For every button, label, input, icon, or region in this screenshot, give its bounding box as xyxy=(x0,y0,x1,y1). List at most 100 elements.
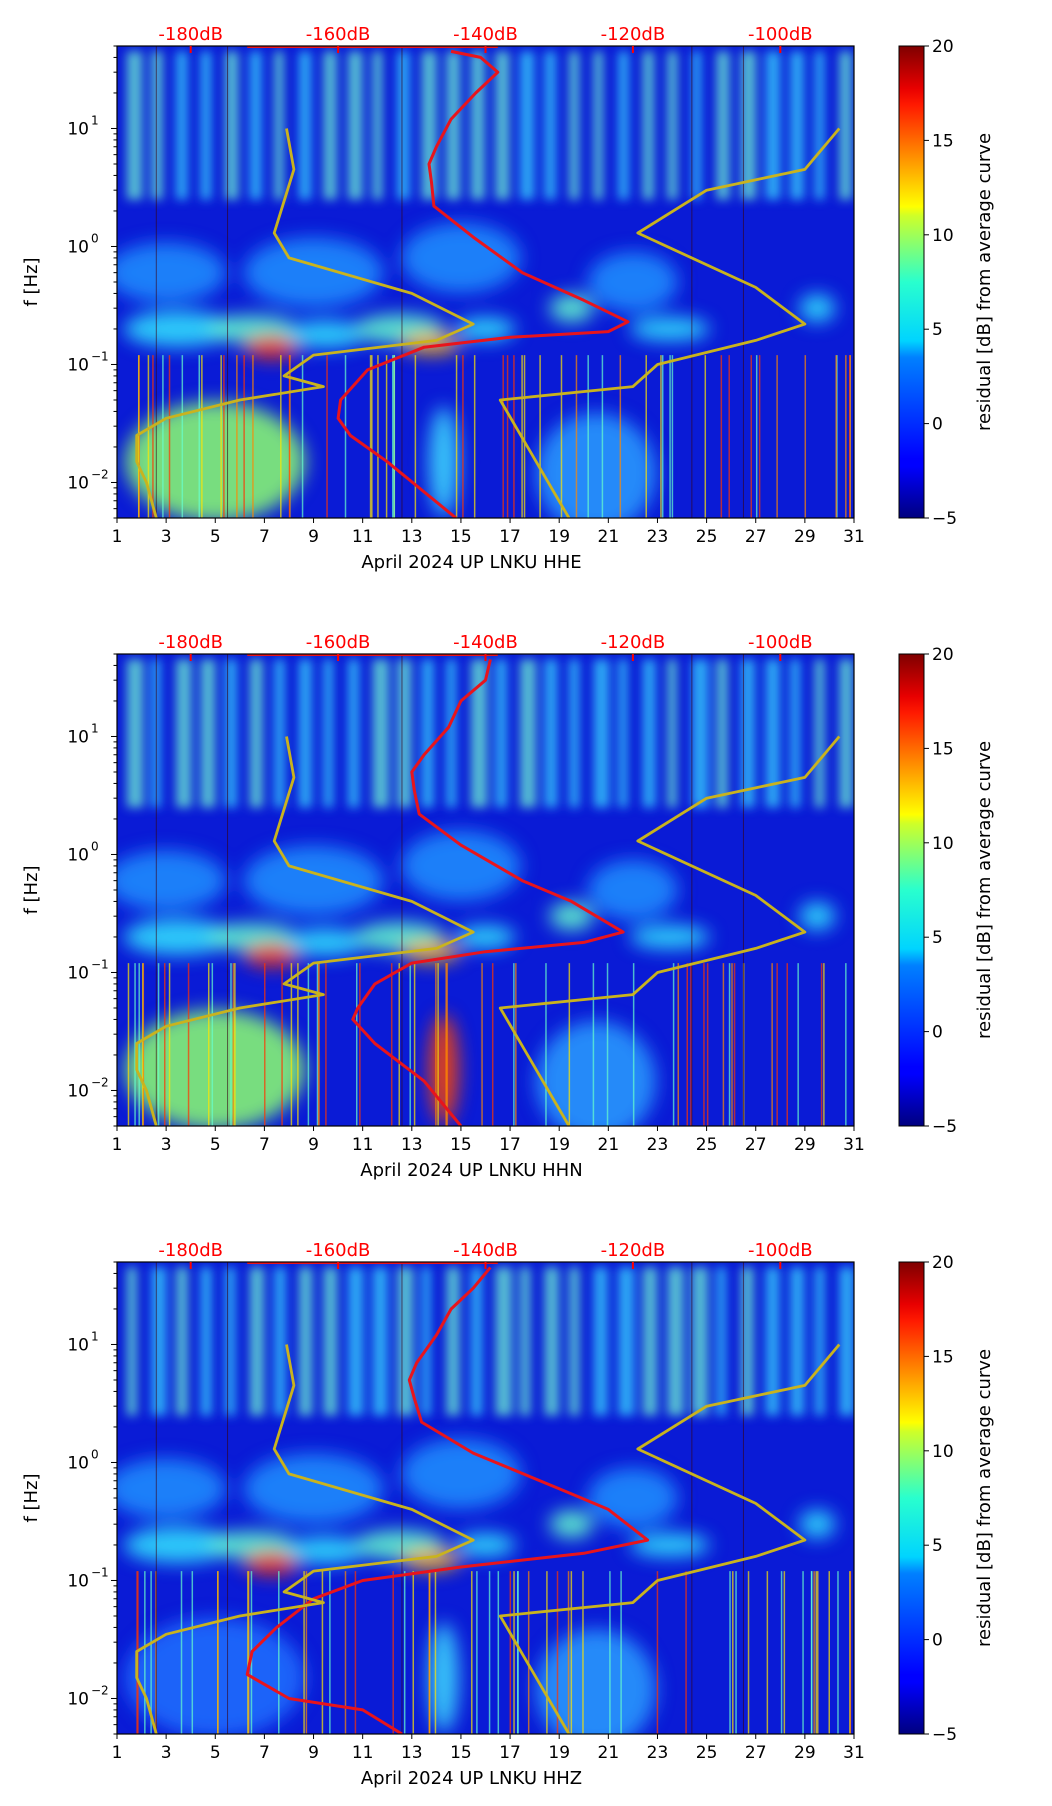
heatmap-streak xyxy=(495,1267,513,1416)
heatmap-blob xyxy=(125,401,306,518)
heatmap-spike xyxy=(813,1571,815,1734)
heatmap-blob xyxy=(587,860,678,920)
heatmap-spike xyxy=(264,963,266,1126)
series-1-line xyxy=(135,128,475,518)
heatmap-streak xyxy=(323,659,334,808)
heatmap-spike xyxy=(545,963,547,1126)
heatmap-streak xyxy=(397,1267,414,1416)
heatmap-blob xyxy=(587,252,678,312)
heatmap-spike xyxy=(671,355,674,518)
heatmap-spike xyxy=(409,963,411,1126)
heatmap-top-band xyxy=(247,46,498,48)
heatmap-blobs xyxy=(117,1438,836,1734)
x-tick-label: 23 xyxy=(647,1743,669,1763)
heatmap-spike xyxy=(471,1571,473,1734)
heatmap-spike xyxy=(539,355,541,518)
heatmap-streak xyxy=(175,1267,188,1416)
heatmap-spike xyxy=(434,1571,437,1734)
heatmap-spike xyxy=(280,355,282,518)
heatmap-spike xyxy=(191,1571,194,1734)
heatmap-spike xyxy=(481,963,483,1126)
heatmap-streak xyxy=(347,51,363,200)
colorbar-tick-label: 5 xyxy=(932,1536,943,1556)
top-axis-label: -140dB xyxy=(453,632,518,653)
heatmap-streak xyxy=(249,659,264,808)
heatmap-spike xyxy=(359,963,361,1126)
heatmap-spike xyxy=(344,355,347,518)
x-tick-label: 29 xyxy=(794,1743,816,1763)
heatmap-top-band xyxy=(247,654,498,656)
colorbar-tick-label: 20 xyxy=(932,37,954,57)
top-axis-label: -100dB xyxy=(748,632,813,653)
x-tick-label: 29 xyxy=(794,527,816,547)
x-tick-label: 27 xyxy=(745,1743,767,1763)
heatmap-streak xyxy=(298,659,312,808)
heatmap-spike xyxy=(247,1571,249,1734)
heatmap-spike xyxy=(823,963,825,1126)
heatmap-streak xyxy=(740,1267,754,1416)
x-tick-label: 19 xyxy=(548,1135,570,1155)
y-tick-exponent: 0 xyxy=(91,839,99,853)
heatmap-streak xyxy=(716,51,730,200)
heatmap-spike xyxy=(656,1571,659,1734)
heatmap-streak xyxy=(765,1267,780,1416)
heatmap-spike xyxy=(570,1571,573,1734)
colorbar-tick-label: 10 xyxy=(932,834,954,854)
y-tick-exponent: −1 xyxy=(91,1565,109,1579)
top-axis-label: -120dB xyxy=(601,24,666,45)
x-tick-label: 15 xyxy=(450,1743,472,1763)
top-axis-label: -160dB xyxy=(306,24,371,45)
heatmap-spike xyxy=(223,355,225,518)
heatmap-spike xyxy=(780,1571,783,1734)
colorbar-tick-label: 5 xyxy=(932,928,943,948)
heatmap-spike xyxy=(828,1571,831,1734)
x-tick-label: 27 xyxy=(745,1135,767,1155)
heatmap-spike xyxy=(316,963,319,1126)
y-tick-exponent: 1 xyxy=(91,113,99,127)
x-tick-label: 17 xyxy=(499,1743,521,1763)
top-axis-label: -140dB xyxy=(453,1240,518,1261)
heatmap-spike xyxy=(326,355,328,518)
x-tick-label: 21 xyxy=(598,1743,620,1763)
heatmap-spike xyxy=(810,1571,813,1734)
heatmap-image xyxy=(117,1262,854,1734)
heatmap-spike xyxy=(606,963,609,1126)
heatmap-spike xyxy=(147,355,150,518)
heatmap-image xyxy=(117,654,854,1126)
heatmap-streak xyxy=(691,659,709,808)
heatmap-streak xyxy=(814,659,825,808)
heatmap-blob xyxy=(243,1551,300,1576)
top-axis-label: -180dB xyxy=(158,1240,223,1261)
heatmap-spike xyxy=(797,963,799,1126)
heatmap-spike xyxy=(733,963,736,1126)
heatmap-spike xyxy=(187,963,190,1126)
y-tick-exponent: 0 xyxy=(91,1447,99,1461)
heatmap-spike xyxy=(669,355,671,518)
y-tick-label: 10 xyxy=(67,1453,89,1473)
top-axis-label: -180dB xyxy=(158,632,223,653)
heatmap-blobs xyxy=(117,830,836,1126)
y-tick-label: 10 xyxy=(67,845,89,865)
colorbar-tick-label: 15 xyxy=(932,739,954,759)
heatmap-streak xyxy=(421,51,437,200)
heatmap-spike xyxy=(703,963,705,1126)
colorbar-tick-label: −5 xyxy=(932,1117,957,1137)
x-tick-label: 31 xyxy=(843,527,865,547)
heatmap-spike xyxy=(685,1571,687,1734)
heatmap-blob xyxy=(549,1510,594,1539)
heatmap-spike xyxy=(234,963,236,1126)
colorbar-tick-label: 0 xyxy=(932,415,943,435)
heatmap-spike xyxy=(385,355,388,518)
heatmap-blob xyxy=(123,310,234,347)
heatmap-streak xyxy=(593,659,610,808)
heatmap-streak xyxy=(667,659,677,808)
heatmap-spike xyxy=(523,355,526,518)
heatmap-blob xyxy=(243,943,300,968)
heatmap-spike xyxy=(168,963,171,1126)
colorbar-tick-label: −5 xyxy=(932,509,957,529)
heatmap-spike xyxy=(820,963,823,1126)
heatmap-spike xyxy=(546,1571,548,1734)
x-tick-label: 17 xyxy=(499,1135,521,1155)
y-tick-exponent: 0 xyxy=(91,231,99,245)
